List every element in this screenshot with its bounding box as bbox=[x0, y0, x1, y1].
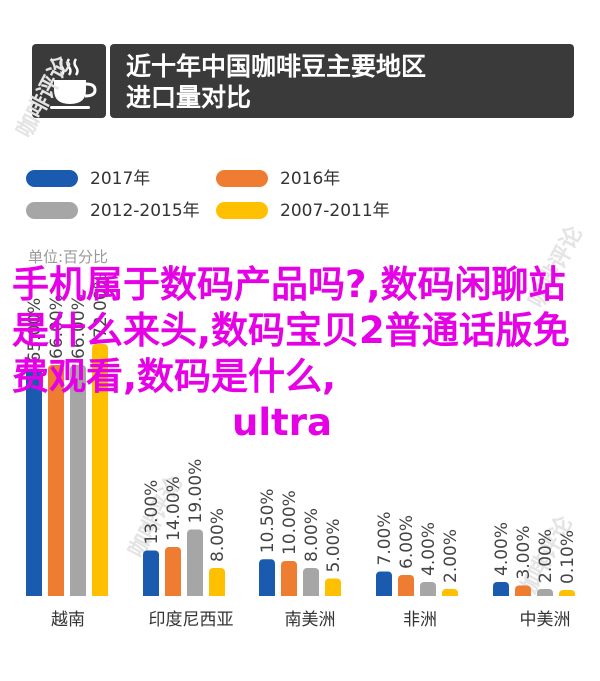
legend-label-2017: 2017年 bbox=[90, 169, 151, 189]
coffee-cup-icon bbox=[50, 58, 97, 109]
legend-label-2012-2015: 2012-2015年 bbox=[90, 201, 200, 221]
category-label-1: 印度尼西亚 bbox=[149, 610, 234, 630]
legend-label-2007-2011: 2007-2011年 bbox=[280, 201, 390, 221]
bar-2-3 bbox=[420, 582, 436, 600]
category-label-0: 越南 bbox=[51, 610, 85, 630]
category-label-2: 南美洲 bbox=[285, 610, 336, 630]
bar-3-1 bbox=[209, 568, 225, 600]
bar-0-0 bbox=[26, 368, 42, 600]
bar-1-2 bbox=[281, 561, 297, 600]
legend-label-2016: 2016年 bbox=[280, 169, 341, 189]
bar-2-1 bbox=[187, 529, 203, 600]
bar-0-1 bbox=[143, 550, 159, 600]
value-label-2-4: 2.00% bbox=[536, 529, 556, 583]
unit-label: 单位:百分比 bbox=[28, 248, 109, 266]
value-label-0-3: 7.00% bbox=[375, 511, 395, 565]
category-label-3: 非洲 bbox=[403, 610, 437, 630]
legend-swatch-2017 bbox=[26, 170, 78, 187]
value-label-1-1: 14.00% bbox=[164, 476, 184, 541]
value-label-1-3: 6.00% bbox=[397, 515, 417, 569]
baseline-cover bbox=[0, 596, 600, 604]
value-label-0-2: 10.50% bbox=[258, 488, 278, 553]
value-label-2-0: 66.00% bbox=[69, 294, 89, 359]
legend-swatch-2007-2011 bbox=[216, 202, 268, 219]
value-label-3-4: 0.10% bbox=[558, 530, 578, 584]
bar-2-2 bbox=[303, 568, 319, 600]
value-label-3-0: 72.00% bbox=[91, 273, 111, 338]
chart-title-line2: 进口量对比 bbox=[126, 83, 252, 112]
value-label-2-1: 19.00% bbox=[186, 459, 206, 524]
category-label-4: 中美洲 bbox=[520, 610, 571, 630]
overlay-text: 手机属于数码产品吗?,数码闲聊站是什么来头,数码宝贝2普通话版免费观看,数码是什… bbox=[12, 262, 592, 446]
overlay-text-line2: ultra bbox=[232, 401, 332, 444]
value-label-3-1: 8.00% bbox=[208, 508, 228, 562]
chart-title: 近十年中国咖啡豆主要地区 进口量对比 bbox=[126, 51, 426, 113]
bar-3-0 bbox=[92, 344, 108, 600]
bar-1-3 bbox=[398, 575, 414, 600]
bar-0-2 bbox=[259, 559, 275, 600]
value-label-0-4: 4.00% bbox=[492, 522, 512, 576]
bar-2-0 bbox=[70, 365, 86, 600]
value-label-1-0: 66.00% bbox=[47, 294, 67, 359]
bar-1-1 bbox=[165, 547, 181, 600]
value-label-1-4: 3.00% bbox=[514, 525, 534, 579]
value-label-0-1: 13.00% bbox=[142, 480, 162, 545]
bar-3-2 bbox=[325, 578, 341, 600]
bar-0-3 bbox=[376, 571, 392, 600]
value-label-2-3: 4.00% bbox=[419, 522, 439, 576]
value-label-1-2: 10.00% bbox=[280, 490, 300, 555]
legend-swatch-2012-2015 bbox=[26, 202, 78, 219]
overlay-text-line1: 手机属于数码产品吗?,数码闲聊站是什么来头,数码宝贝2普通话版免费观看,数码是什… bbox=[12, 263, 570, 398]
bar-1-0 bbox=[48, 365, 64, 600]
value-label-0-0: 65.00% bbox=[25, 298, 45, 363]
legend-swatch-2016 bbox=[216, 170, 268, 187]
chart-header: 近十年中国咖啡豆主要地区 进口量对比 bbox=[32, 44, 574, 118]
bar-0-4 bbox=[493, 582, 509, 600]
header-title-box: 近十年中国咖啡豆主要地区 进口量对比 bbox=[110, 44, 574, 118]
header-icon-box bbox=[32, 44, 106, 118]
value-label-3-2: 5.00% bbox=[324, 518, 344, 572]
value-label-2-2: 8.00% bbox=[302, 508, 322, 562]
value-label-3-3: 2.00% bbox=[441, 529, 461, 583]
chart-title-line1: 近十年中国咖啡豆主要地区 bbox=[126, 52, 427, 81]
